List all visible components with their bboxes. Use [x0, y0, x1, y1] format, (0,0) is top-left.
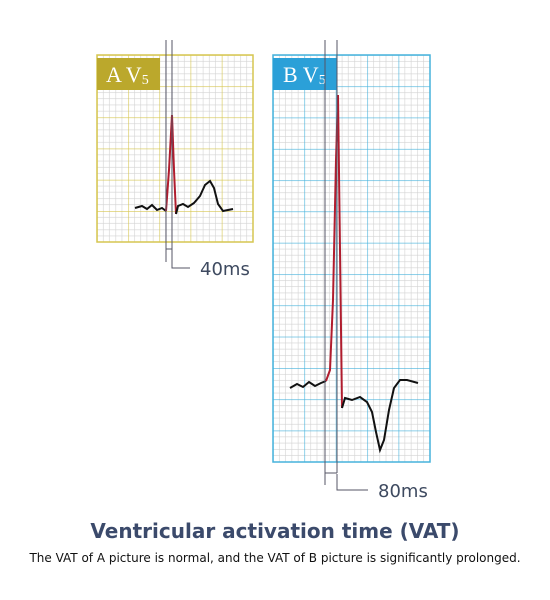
- lead: V: [303, 62, 319, 87]
- ecg-trace: [134, 203, 167, 212]
- caption: The VAT of A picture is normal, and the …: [28, 551, 520, 565]
- lead-number: 5: [319, 73, 326, 88]
- panel-a: A V5 40ms: [96, 40, 254, 280]
- ecg-trace: [289, 380, 327, 389]
- ecg-grid: [272, 54, 431, 463]
- vat-marker: [165, 40, 173, 262]
- panel-label: A V5: [106, 62, 149, 88]
- title: Ventricular activation time (VAT): [90, 519, 459, 543]
- ecg-r-wave: [325, 94, 343, 409]
- lead: V: [126, 62, 142, 87]
- vat-bracket: [166, 248, 190, 269]
- vat-bracket: [325, 472, 368, 491]
- ecg-trace: [175, 179, 234, 215]
- vat-marker: [324, 40, 338, 485]
- label-box: [273, 58, 337, 90]
- panel-letter: B: [283, 62, 298, 87]
- panel-b: B V5 80ms: [272, 40, 431, 502]
- label-box: [97, 58, 160, 90]
- panel-letter: A: [106, 62, 122, 87]
- panel-label: B V5: [283, 62, 326, 88]
- vat-value: 40ms: [200, 259, 250, 280]
- lead-number: 5: [142, 73, 149, 88]
- vat-value: 80ms: [378, 481, 428, 502]
- ecg-trace: [341, 379, 419, 454]
